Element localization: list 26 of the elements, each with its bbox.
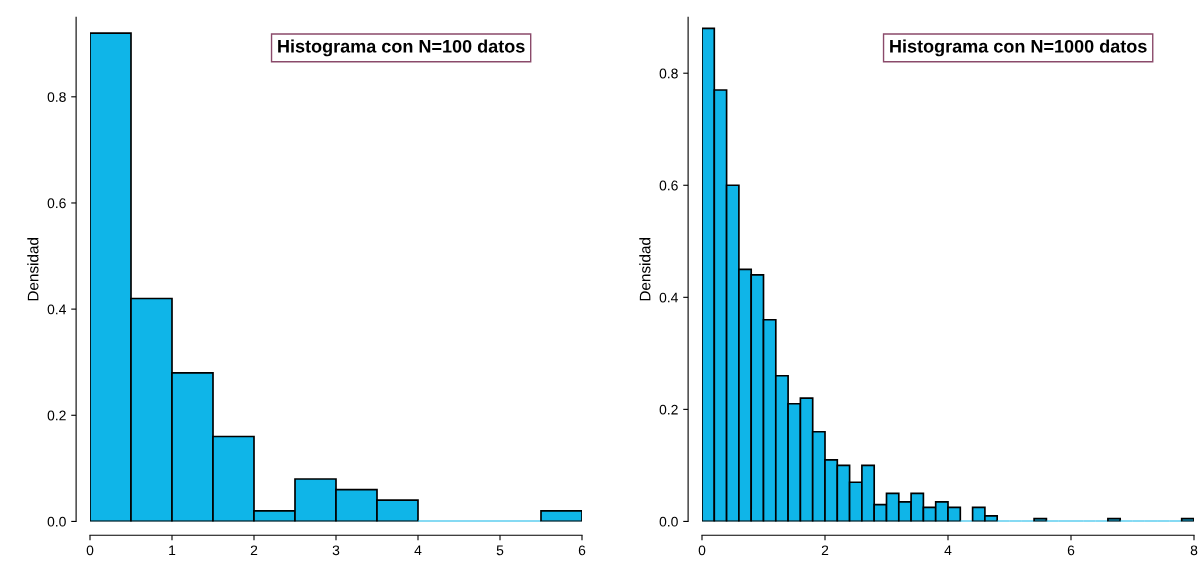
x-tick-label: 3 — [332, 545, 340, 556]
x-tick-label: 4 — [414, 545, 422, 556]
x-tick-label: 1 — [169, 545, 176, 556]
x-tick-label: 5 — [496, 545, 504, 556]
y-tick-label: 0.0 — [659, 516, 678, 527]
y-tick-label: 0.2 — [659, 404, 678, 415]
x-tick-label: 6 — [578, 545, 586, 556]
y-tick-label: 0.4 — [47, 304, 66, 315]
y-tick-label: 0.6 — [47, 198, 66, 209]
x-tick-label: 0 — [86, 545, 94, 556]
x-tick-label: 0 — [698, 545, 706, 556]
y-tick-label: 0.8 — [659, 68, 678, 79]
y-tick-label: 0.0 — [47, 516, 66, 527]
y-axis-title: Densidad — [639, 238, 651, 301]
x-tick-label: 2 — [821, 545, 829, 556]
x-tick-label: 6 — [1067, 545, 1075, 556]
y-tick-label: 0.2 — [47, 410, 66, 421]
y-tick-label: 0.6 — [659, 180, 678, 191]
y-axis-title: Densidad — [27, 238, 39, 301]
y-tick-label: 0.8 — [47, 92, 66, 102]
text: Histograma con N=100 datos — [278, 39, 525, 57]
x-tick-label: 4 — [944, 545, 952, 556]
y-tick-label: 0.4 — [659, 292, 678, 303]
text: Histograma con N=1000 datos — [890, 39, 1147, 57]
x-tick-label: 8 — [1190, 545, 1198, 556]
x-tick-label: 2 — [250, 545, 258, 556]
